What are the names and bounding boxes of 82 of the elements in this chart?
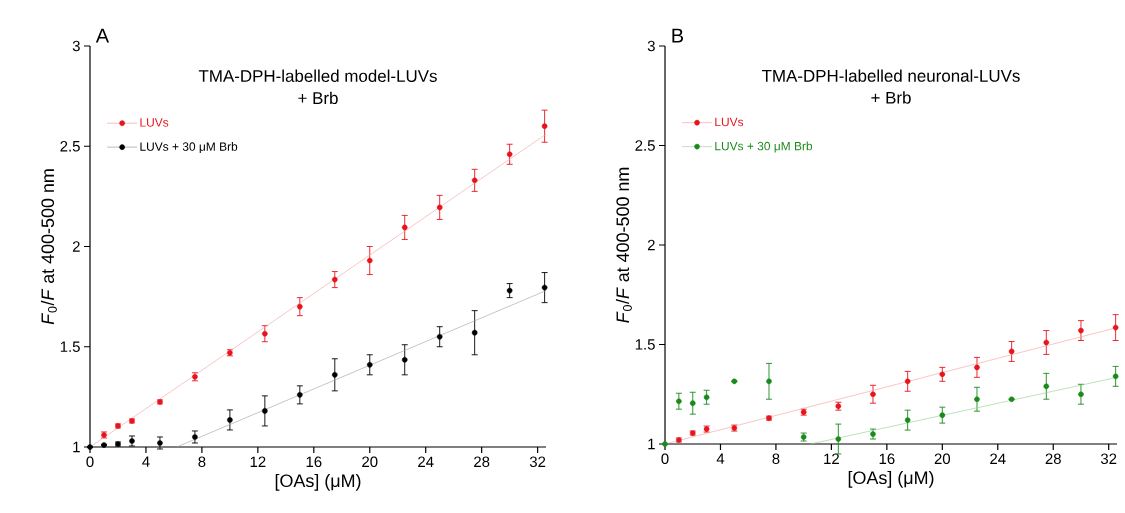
x-tick-label: 20 <box>362 456 378 468</box>
point <box>262 330 268 337</box>
point <box>904 417 911 423</box>
point <box>1078 391 1084 398</box>
x-tick-label: 20 <box>934 453 951 465</box>
y-tick-label: 1.5 <box>60 341 80 352</box>
x-tick-label: 0 <box>661 453 669 465</box>
point <box>157 440 163 446</box>
x-tick-label: 4 <box>716 453 725 464</box>
x-tick-label: 16 <box>306 456 322 468</box>
point <box>436 333 443 340</box>
legend-label: LUVs + 30 μM Brb <box>140 142 238 154</box>
y-tick-label: 1.5 <box>635 339 655 350</box>
point <box>939 412 946 418</box>
text: TMA-DPH-labelled model-LUVs <box>198 69 437 83</box>
point <box>297 392 303 398</box>
x-tick-label: 4 <box>142 456 150 467</box>
x-axis-title: [OAs] (μM) <box>275 473 361 491</box>
y-tick-label: 1 <box>73 441 80 453</box>
y-tick-label: 2 <box>647 239 655 251</box>
point <box>401 356 408 363</box>
point <box>870 391 876 398</box>
point <box>1043 383 1050 390</box>
point <box>192 434 198 440</box>
x-tick-label: 32 <box>529 456 546 468</box>
point <box>471 329 478 336</box>
point <box>227 417 233 423</box>
point <box>332 372 338 378</box>
point <box>904 378 911 385</box>
x-tick-label: 8 <box>198 456 206 468</box>
text: TMA-DPH-labelled neuronal-LUVs <box>761 69 1020 82</box>
text: A <box>95 28 110 43</box>
x-tick-label: 0 <box>86 456 94 468</box>
x-tick-label: 16 <box>879 453 895 465</box>
point <box>297 303 303 310</box>
point <box>1078 327 1084 334</box>
y-axis-title: F$_{0}$/F at 400-500 nm <box>40 169 57 325</box>
legend-label: LUVs + 30 μM Brb <box>715 141 813 153</box>
x-tick-label: 24 <box>990 453 1006 464</box>
x-tick-label: 24 <box>418 456 434 467</box>
legend-label: LUVs <box>715 117 744 127</box>
y-tick-label: 2.5 <box>635 140 655 151</box>
point <box>835 436 842 442</box>
point <box>974 364 980 371</box>
point <box>366 257 373 264</box>
x-tick-label: 28 <box>474 456 490 468</box>
point <box>262 408 268 414</box>
x-tick-label: 8 <box>772 453 780 465</box>
point <box>766 378 772 385</box>
text: + Brb <box>871 91 911 104</box>
point <box>541 123 548 129</box>
x-tick-label: 12 <box>250 456 266 467</box>
y-tick-label: 2.5 <box>60 140 80 152</box>
point <box>939 371 946 378</box>
legend-label: LUVs <box>140 118 169 127</box>
point <box>436 204 443 211</box>
y-axis-title: F$_{0}$/F at 400-500 nm <box>615 167 632 323</box>
x-tick-label: 12 <box>824 453 839 464</box>
point <box>703 394 710 401</box>
y-tick-label: 1 <box>648 438 655 450</box>
point <box>332 276 338 283</box>
point <box>1043 339 1050 346</box>
y-tick-label: 3 <box>647 40 655 52</box>
point <box>401 224 408 231</box>
point <box>506 151 513 158</box>
point <box>471 177 478 184</box>
point <box>366 362 373 368</box>
point <box>689 400 696 406</box>
y-tick-label: 3 <box>72 40 80 52</box>
point <box>1112 324 1119 331</box>
x-tick-label: 32 <box>1100 453 1117 465</box>
y-tick-label: 2 <box>72 241 80 252</box>
point <box>541 284 548 291</box>
point <box>676 398 682 404</box>
x-tick-label: 28 <box>1045 453 1061 465</box>
point <box>1112 373 1119 380</box>
point <box>1008 348 1015 355</box>
point <box>506 287 513 294</box>
x-axis-title: [OAs] (μM) <box>848 470 934 488</box>
text: B <box>672 28 684 43</box>
text: + Brb <box>298 91 338 105</box>
point <box>974 396 980 403</box>
